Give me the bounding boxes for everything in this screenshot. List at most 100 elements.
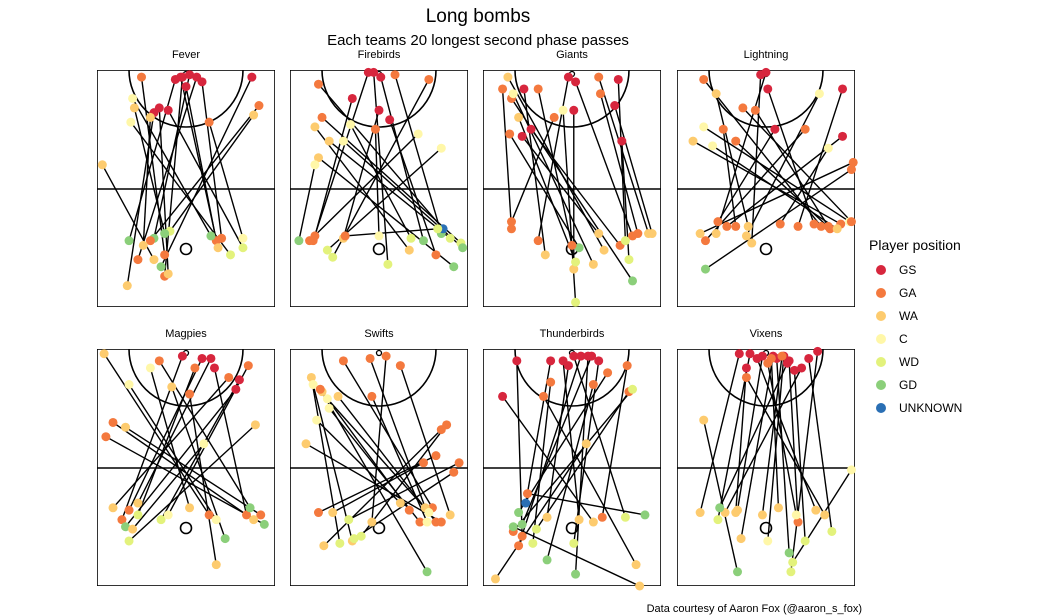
pass-line — [494, 443, 587, 580]
pass-origin-point — [120, 422, 130, 432]
pass-line — [518, 372, 609, 513]
pass-target-point — [395, 498, 405, 508]
pass-line — [124, 388, 237, 528]
pass-origin-point — [814, 89, 824, 99]
pass-target-point — [445, 510, 455, 520]
pass-line — [754, 109, 829, 227]
pass-points — [97, 70, 264, 291]
panel-label: Vixens — [750, 328, 783, 340]
pass-target-point — [757, 510, 767, 520]
pass-line — [326, 398, 430, 513]
pass-origin-point — [333, 391, 343, 401]
pass-line — [512, 388, 634, 532]
pass-line — [321, 116, 462, 244]
centre-circle — [759, 521, 773, 535]
pass-origin-point — [563, 361, 573, 371]
pass-line — [705, 168, 852, 270]
pass-origin-point — [313, 153, 323, 163]
pass-origin-point — [569, 351, 579, 361]
pass-points — [294, 67, 468, 272]
pass-origin-point — [224, 372, 234, 382]
pass-target-point — [328, 508, 338, 518]
pass-origin-point — [199, 439, 209, 449]
pass-origin-point — [514, 112, 524, 122]
pass-target-point — [217, 233, 227, 243]
pass-origin-point — [804, 353, 814, 363]
pass-target-point — [540, 250, 550, 260]
pass-target-point — [569, 538, 579, 548]
goal-circle — [514, 349, 630, 407]
pass-origin-point — [301, 439, 311, 449]
pass-points — [688, 67, 858, 274]
pass-line — [574, 81, 634, 237]
pass-target-point — [259, 519, 269, 529]
pass-target-point — [163, 510, 173, 520]
pass-target-point — [238, 233, 248, 243]
pass-line — [317, 83, 444, 230]
pass-line — [516, 360, 523, 537]
pass-origin-point — [124, 380, 134, 390]
pass-origin-point — [761, 67, 771, 77]
pass-target-point — [449, 262, 459, 272]
pass-target-point — [383, 259, 393, 269]
pass-line — [298, 164, 316, 241]
pass-origin-point — [789, 365, 799, 375]
pass-origin-point — [777, 351, 787, 361]
legend-key — [876, 357, 886, 367]
pass-line — [380, 76, 425, 241]
pass-origin-point — [505, 129, 515, 139]
pass-origin-point — [711, 89, 721, 99]
pass-origin-point — [206, 353, 216, 363]
pass-target-point — [846, 217, 856, 227]
panel-label: Firebirds — [358, 49, 401, 61]
pass-origin-point — [346, 120, 356, 130]
pass-target-point — [713, 217, 723, 227]
pass-target-point — [644, 229, 654, 239]
pass-origin-point — [185, 389, 195, 399]
pass-origin-point — [338, 136, 348, 146]
pass-origin-point — [519, 84, 529, 94]
pass-origin-point — [126, 117, 136, 127]
goal-circle — [514, 70, 630, 128]
pass-origin-point — [741, 363, 751, 373]
pass-target-point — [793, 221, 803, 231]
pass-lines — [692, 72, 854, 270]
pass-line — [617, 79, 627, 241]
legend-label: GS — [899, 263, 916, 277]
pass-origin-point — [419, 458, 428, 468]
pass-target-point — [736, 534, 746, 544]
pass-target-point — [160, 229, 170, 239]
pass-origin-point — [129, 103, 139, 113]
pass-origin-point — [376, 72, 386, 82]
pass-line — [573, 360, 600, 544]
pass-target-point — [521, 498, 531, 508]
panel-label: Swifts — [364, 328, 394, 340]
pass-target-point — [711, 229, 721, 239]
pass-origin-point — [99, 349, 109, 359]
pass-target-point — [422, 567, 432, 577]
pass-target-point — [741, 231, 751, 241]
pass-origin-point — [367, 391, 377, 401]
panel-label: Magpies — [165, 328, 207, 340]
pass-line — [775, 358, 790, 553]
pass-origin-point — [848, 157, 858, 167]
pass-target-point — [490, 574, 500, 584]
pass-target-point — [594, 229, 604, 239]
pass-target-point — [226, 250, 235, 260]
pass-target-point — [825, 224, 835, 234]
panel-label: Giants — [556, 49, 588, 61]
pass-origin-point — [370, 124, 380, 134]
pass-origin-point — [533, 84, 543, 94]
legend-key — [876, 265, 886, 275]
pass-origin-point — [310, 122, 320, 132]
pass-origin-point — [247, 72, 257, 82]
panel-fever: Fever — [97, 49, 275, 307]
pass-line — [722, 129, 737, 227]
pass-origin-point — [763, 358, 773, 368]
pass-target-point — [588, 517, 598, 527]
pass-line — [699, 353, 740, 513]
pass-origin-point — [145, 112, 155, 122]
pass-origin-point — [250, 420, 260, 430]
pass-origin-point — [395, 361, 405, 371]
pass-target-point — [517, 519, 527, 529]
